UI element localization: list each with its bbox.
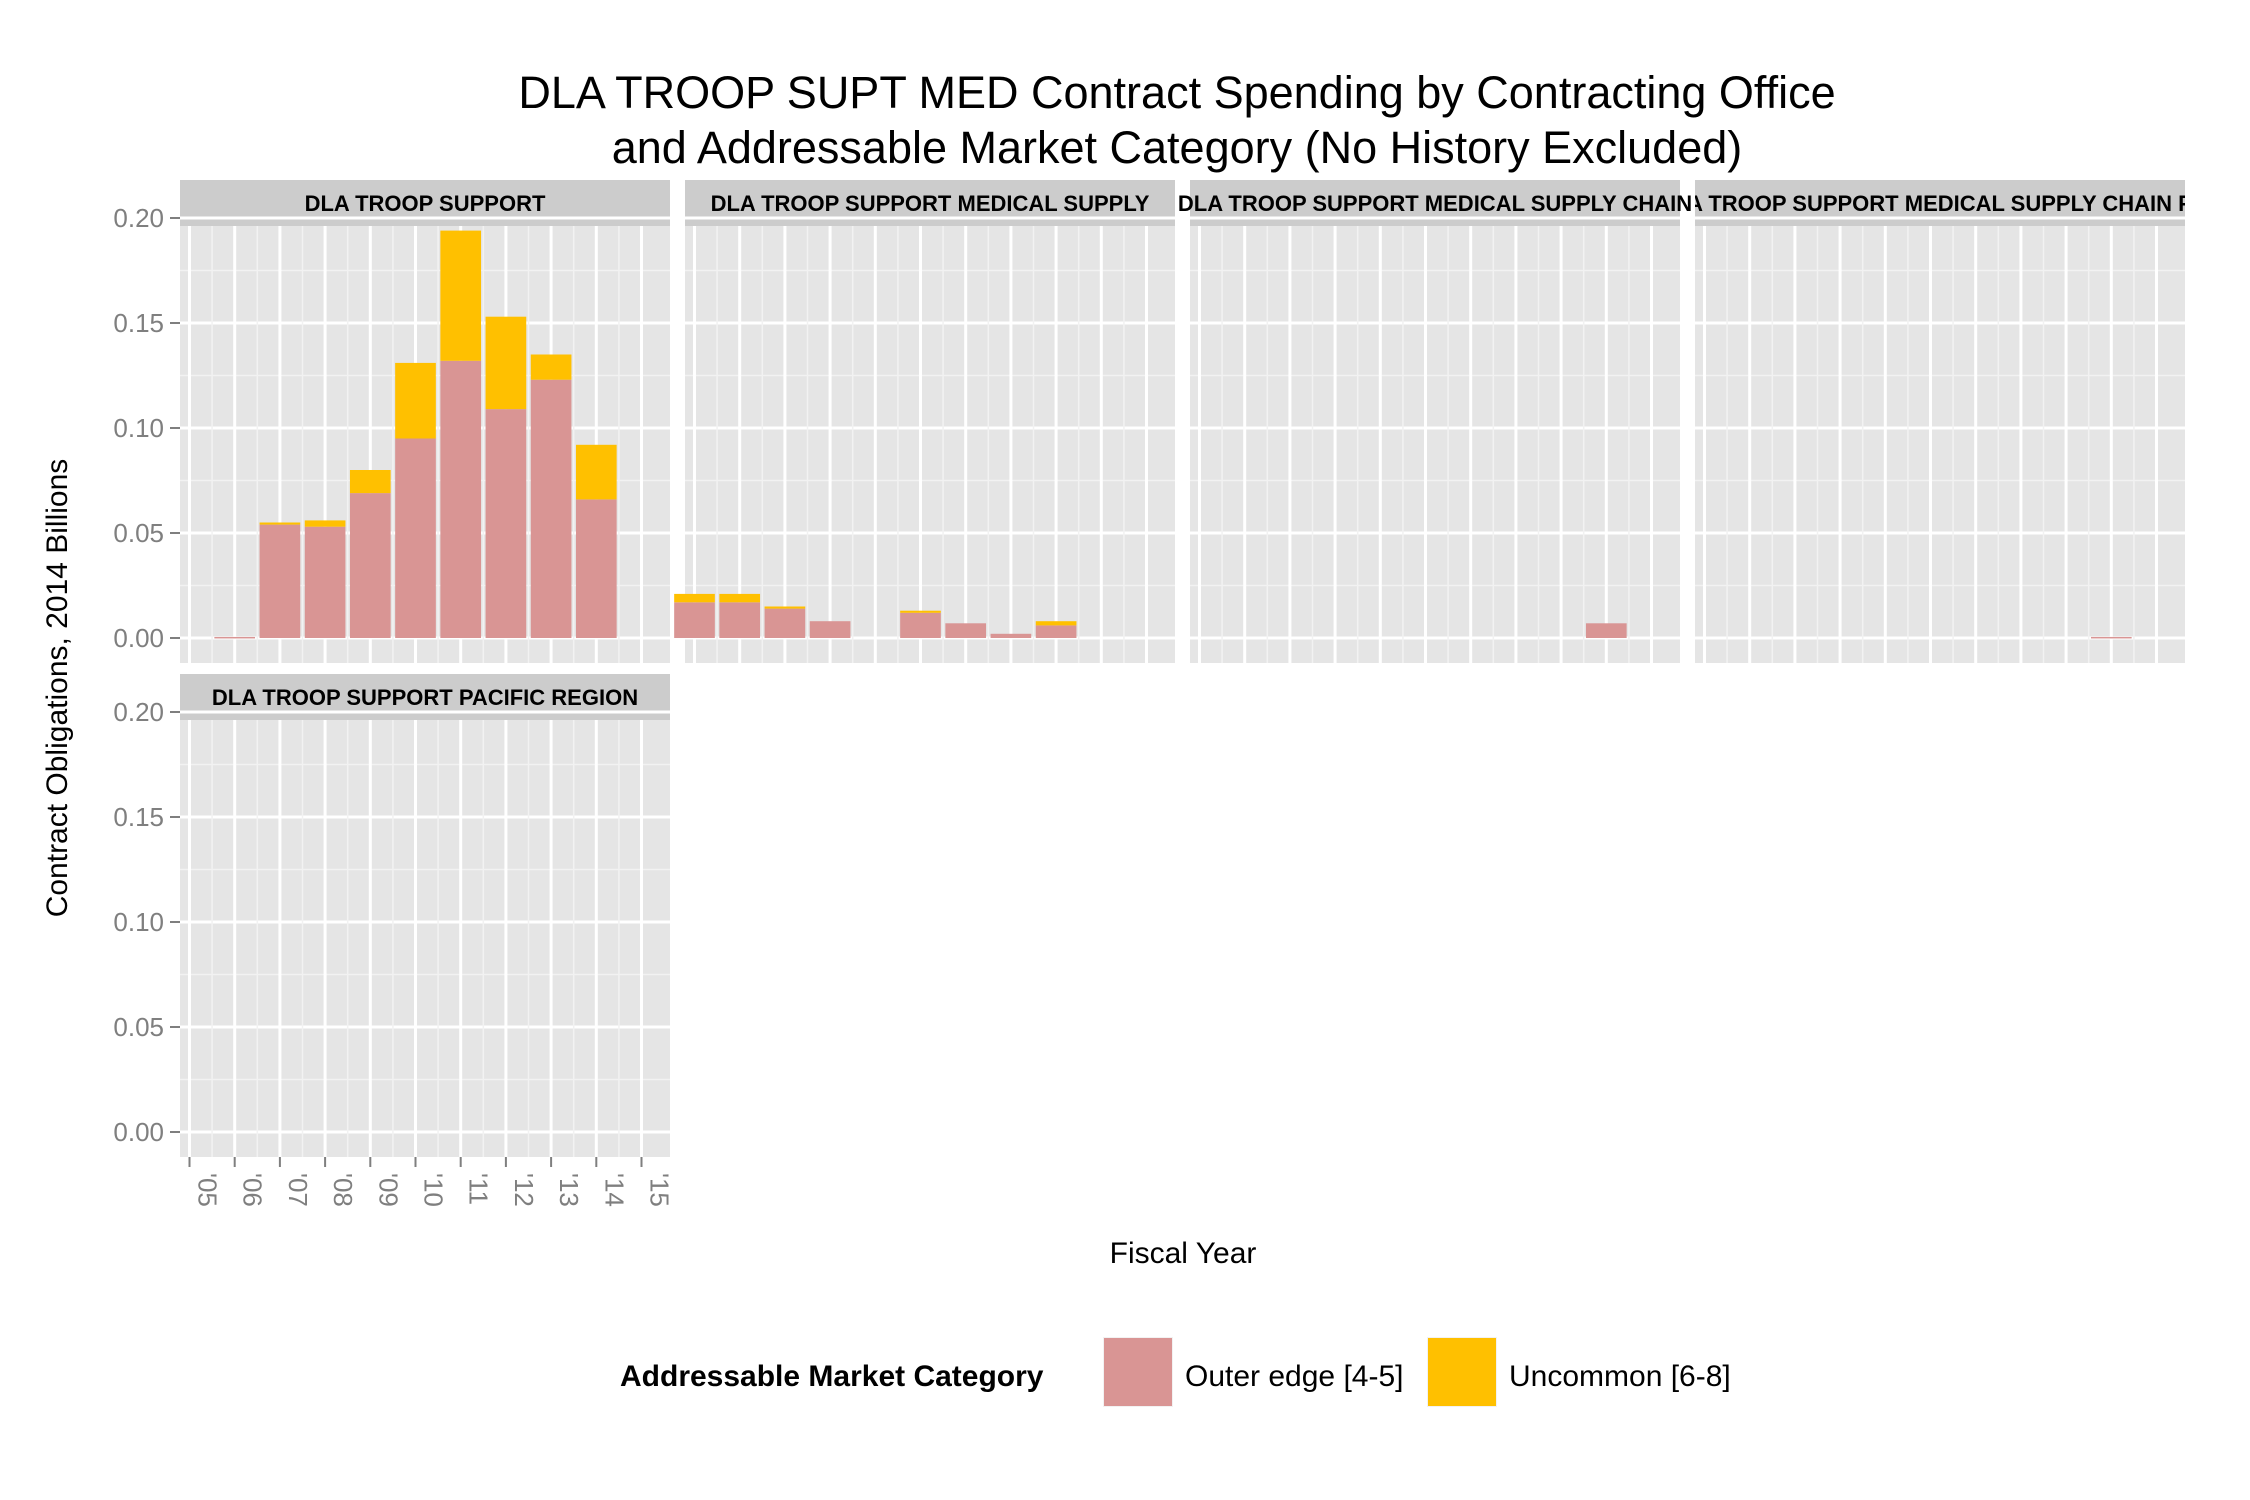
bar-segment	[2090, 636, 2132, 639]
bar-segment	[1035, 621, 1077, 626]
bar-segment	[304, 520, 346, 527]
bar-segment	[214, 636, 256, 639]
y-tick-label: 0.20	[113, 697, 164, 727]
bar-segment	[764, 608, 806, 638]
bar-segment	[349, 470, 391, 494]
bar-segment	[440, 230, 482, 361]
x-tick-label: '05	[193, 1173, 223, 1207]
bar-segment	[485, 316, 527, 410]
bar-segment	[575, 444, 617, 500]
facet-panel: DLA TROOP SUPPORT MEDICAL SUPPLY	[674, 180, 1175, 663]
x-tick-label: '09	[373, 1173, 403, 1207]
x-tick-label: '07	[283, 1173, 313, 1207]
y-tick-label: 0.10	[113, 413, 164, 443]
bar-segment	[990, 633, 1032, 638]
y-tick-label: 0.15	[113, 802, 164, 832]
facet-strip-label: DLA TROOP SUPPORT MEDICAL SUPPLY	[711, 191, 1150, 216]
bar-segment	[764, 606, 806, 609]
y-tick-label: 0.05	[113, 1012, 164, 1042]
x-axis-title: Fiscal Year	[1110, 1237, 1257, 1270]
y-tick-label: 0.05	[113, 518, 164, 548]
bar-segment	[395, 362, 436, 439]
bar-segment	[674, 593, 715, 603]
bar-segment	[719, 593, 761, 603]
bar-segment	[719, 602, 761, 638]
bar-segment	[900, 612, 941, 638]
bar-segment	[440, 360, 482, 638]
panel-background	[1695, 226, 2185, 663]
facet-strip-label: DLA TROOP SUPPORT MEDICAL SUPPLY CHAIN F…	[1658, 191, 2222, 216]
bar-segment	[945, 623, 987, 638]
bar-segment	[259, 524, 301, 638]
bar-segment	[674, 602, 715, 638]
facet-panel: DLA TROOP SUPPORT PACIFIC REGION 0.00 0.05…	[113, 674, 675, 1207]
bar-segment	[395, 438, 436, 638]
bar-segment	[1585, 623, 1627, 638]
bar-segment	[485, 409, 527, 638]
facet-panel: DLA TROOP SUPPORT MEDICAL SUPPLY CHAIN F…	[1658, 180, 2222, 663]
legend: Addressable Market Category Outer edge [4…	[620, 1337, 1731, 1407]
y-tick-label: 0.10	[113, 907, 164, 937]
x-tick-label: '13	[554, 1173, 584, 1207]
chart-title: DLA TROOP SUPT MED Contract Spending by …	[518, 67, 1835, 118]
facet-panel: DLA TROOP SUPPORT MEDICAL SUPPLY CHAIN	[1178, 180, 1692, 663]
chart-subtitle: and Addressable Market Category (No Hist…	[612, 122, 1743, 173]
bar-segment	[1035, 625, 1077, 638]
x-tick-label: '06	[238, 1173, 268, 1207]
y-axis-title: Contract Obligations, 2014 Billions	[41, 459, 74, 918]
bar-segment	[349, 493, 391, 638]
x-tick-label: '11	[464, 1173, 494, 1205]
y-tick-label: 0.00	[113, 1117, 164, 1147]
x-tick-label: '12	[509, 1173, 539, 1207]
legend-label: Outer edge [4-5]	[1185, 1360, 1403, 1393]
bar-segment	[809, 621, 851, 638]
legend-key	[1104, 1338, 1172, 1406]
x-tick-label: '10	[419, 1173, 449, 1207]
panel-background	[180, 720, 670, 1157]
x-tick-label: '15	[645, 1173, 675, 1207]
legend-key	[1428, 1338, 1496, 1406]
bar-segment	[575, 499, 617, 638]
bar-segment	[530, 379, 572, 638]
bar-segment	[900, 610, 941, 613]
legend-title: Addressable Market Category	[620, 1360, 1044, 1393]
x-tick-label: '08	[328, 1173, 358, 1207]
panel-background	[1190, 226, 1680, 663]
legend-label: Uncommon [6-8]	[1509, 1360, 1731, 1393]
facet-strip-label: DLA TROOP SUPPORT MEDICAL SUPPLY CHAIN	[1178, 191, 1692, 216]
bar-segment	[530, 354, 572, 380]
bar-segment	[259, 522, 301, 525]
facet-strip-label: DLA TROOP SUPPORT PACIFIC REGION	[212, 685, 638, 710]
facet-panel: DLA TROOP SUPPORT 0.00 0.05 0.10 0.15 0.20	[113, 180, 670, 663]
panel-background	[685, 226, 1175, 663]
y-tick-label: 0.00	[113, 623, 164, 653]
y-tick-label: 0.20	[113, 203, 164, 233]
bar-segment	[304, 526, 346, 638]
facet-strip-label: DLA TROOP SUPPORT	[305, 191, 546, 216]
x-tick-label: '14	[599, 1173, 629, 1207]
y-tick-label: 0.15	[113, 308, 164, 338]
